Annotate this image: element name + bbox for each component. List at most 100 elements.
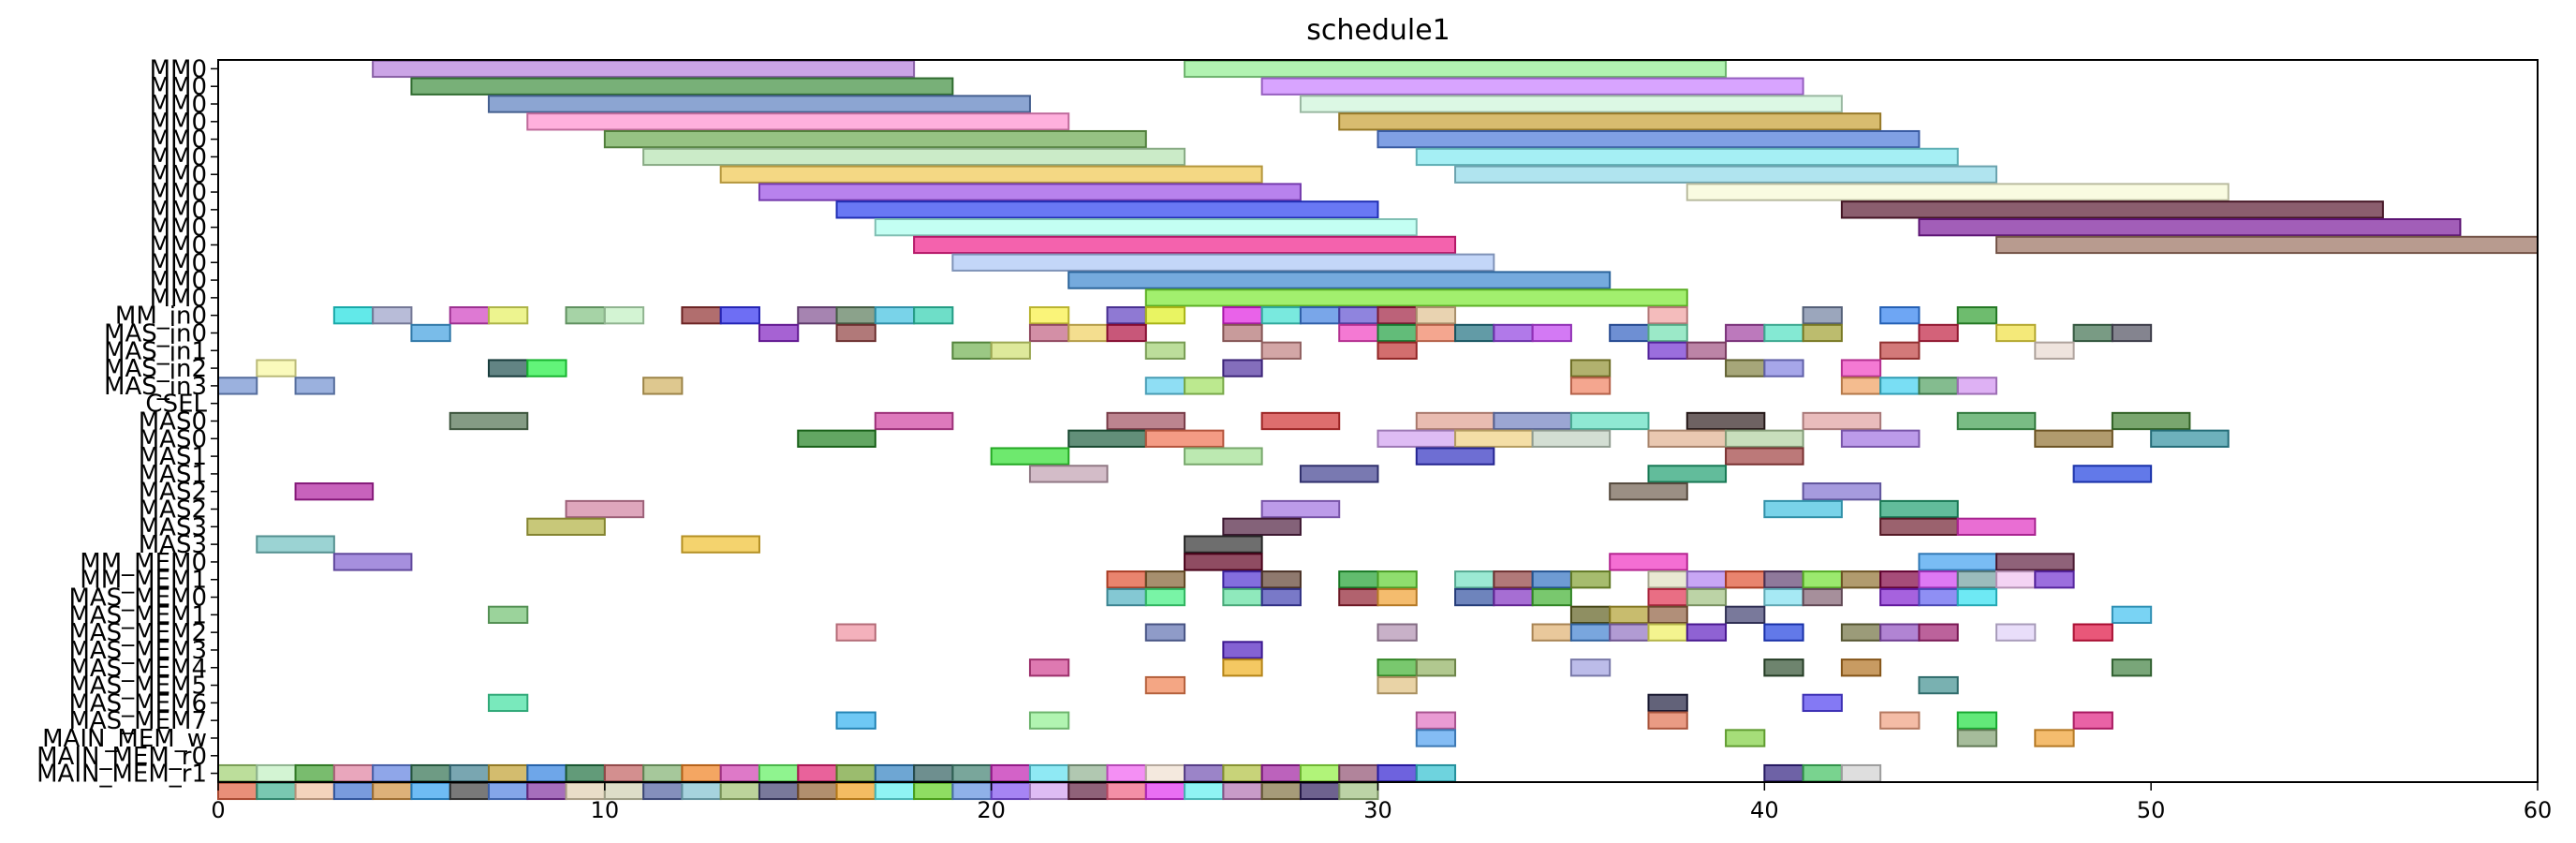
task-bar — [565, 306, 606, 325]
task-bar — [1918, 570, 1959, 589]
chart-title: schedule1 — [1306, 14, 1450, 47]
task-bar — [1338, 587, 1379, 607]
y-tick-label: MM0 — [150, 91, 207, 119]
y-tick-label: MAS0 — [139, 408, 207, 436]
x-tick-label: 40 — [1750, 797, 1779, 823]
task-bar — [1338, 306, 1379, 325]
task-bar — [217, 377, 258, 395]
task-bar — [2072, 623, 2113, 642]
task-bar — [1454, 429, 1534, 448]
task-bar — [410, 781, 451, 801]
task-bar — [835, 623, 876, 642]
y-tick-label: MAS_MEM3 — [68, 637, 207, 665]
task-bar — [526, 781, 567, 801]
task-bar — [1222, 641, 1263, 659]
task-bar — [1763, 499, 1843, 519]
task-bar — [1763, 658, 1804, 677]
task-bar — [2072, 465, 2153, 483]
task-bar — [1067, 781, 1109, 801]
y-tick-label: MAIN_MEM_w — [42, 725, 207, 753]
task-bar — [1184, 553, 1263, 571]
task-bar — [1609, 553, 1688, 571]
task-bar — [1415, 763, 1457, 783]
task-bar — [1879, 570, 1921, 589]
task-bar — [1184, 447, 1263, 466]
task-bar — [1028, 781, 1070, 801]
task-bar — [526, 517, 606, 536]
task-bar — [1685, 570, 1728, 589]
task-bar — [1144, 675, 1186, 695]
task-bar — [332, 781, 375, 801]
task-bar — [1376, 587, 1418, 607]
task-bar — [1493, 570, 1534, 589]
task-bar — [1802, 570, 1843, 589]
task-bar — [1415, 729, 1457, 747]
y-tick-label: MAS_MEM5 — [68, 673, 207, 701]
task-bar — [1531, 323, 1572, 343]
task-bar — [2111, 323, 2153, 343]
task-bar — [332, 553, 413, 571]
task-bar — [1531, 623, 1572, 642]
task-bar — [1222, 587, 1263, 607]
y-tick-label: MM0 — [150, 249, 207, 277]
task-bar — [2034, 341, 2075, 360]
y-tick-label: MM_MEM1 — [80, 567, 207, 595]
task-bar — [1028, 763, 1070, 783]
task-bar — [1338, 112, 1882, 131]
task-bar — [1338, 323, 1379, 343]
task-bar — [1184, 377, 1225, 395]
y-tick-label: MAS_in3 — [104, 373, 207, 401]
task-bar — [1028, 465, 1109, 483]
task-bar — [1956, 570, 1998, 589]
task-bar — [1609, 482, 1688, 501]
task-bar — [256, 359, 297, 377]
task-bar — [1569, 411, 1650, 431]
task-bar — [1763, 763, 1804, 783]
task-bar — [1763, 570, 1804, 589]
task-bar — [642, 781, 684, 801]
x-tick-label: 10 — [591, 797, 620, 823]
task-bar — [1879, 306, 1921, 325]
task-bar — [1879, 499, 1959, 519]
task-bar — [681, 781, 722, 801]
task-bar — [642, 147, 1186, 167]
task-bar — [1647, 587, 1688, 607]
task-bar — [1028, 658, 1070, 677]
task-bar — [1493, 323, 1534, 343]
task-bar — [1647, 323, 1688, 343]
task-bar — [1222, 570, 1263, 589]
task-bar — [1879, 517, 1959, 536]
task-bar — [1260, 341, 1302, 360]
task-bar — [1106, 306, 1147, 325]
task-bar — [1260, 587, 1302, 607]
task-bar — [2111, 411, 2191, 431]
task-bar — [1918, 587, 1959, 607]
x-tick-label: 50 — [2137, 797, 2166, 823]
task-bar — [1956, 306, 1998, 325]
y-tick-label: MM0 — [150, 231, 207, 259]
task-bar — [256, 781, 297, 801]
y-tick-label: MM_MEM0 — [80, 549, 207, 577]
task-bar — [1647, 341, 1688, 360]
task-bar — [487, 781, 529, 801]
task-bar — [1222, 359, 1263, 377]
task-bar — [1106, 323, 1147, 343]
y-tick-label: MM0 — [150, 179, 207, 207]
task-bar — [1802, 306, 1843, 325]
y-tick-label: MM0 — [150, 214, 207, 243]
y-tick-label: MAS2 — [139, 496, 207, 525]
task-bar — [1531, 429, 1612, 448]
task-bar — [1647, 711, 1688, 730]
task-bar — [913, 763, 954, 783]
task-bar — [1802, 587, 1843, 607]
task-bar — [1376, 341, 1418, 360]
y-tick-label: MAS1 — [139, 443, 207, 471]
task-bar — [835, 306, 876, 325]
task-bar — [1144, 306, 1186, 325]
task-bar — [1685, 623, 1728, 642]
task-bar — [1995, 323, 2037, 343]
task-bar — [410, 323, 451, 343]
task-bar — [1918, 217, 2462, 237]
task-bar — [1647, 623, 1688, 642]
